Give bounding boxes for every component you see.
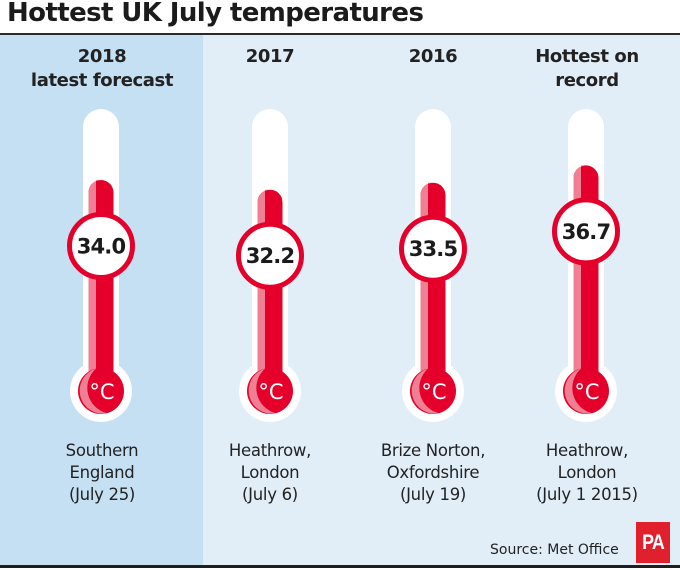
value-label: 34.0 — [77, 235, 126, 259]
heading-line: 2018 — [77, 46, 127, 67]
bulb-highlight — [248, 368, 276, 414]
location-line: Oxfordshire — [386, 463, 480, 482]
column-heading-2018: 2018 latest forecast — [17, 45, 187, 93]
location-2018: Southern England (July 25) — [17, 440, 187, 506]
location-line: England — [69, 463, 135, 482]
location-line: (July 25) — [68, 485, 136, 504]
value-badge — [399, 214, 467, 283]
value-label: 36.7 — [562, 220, 611, 244]
heading-line: Hottest on — [535, 46, 639, 67]
bottom-divider — [0, 565, 680, 568]
thermometer: °C 34.0 — [67, 109, 135, 422]
value-label: 32.2 — [246, 244, 295, 268]
bulb-highlight — [564, 368, 592, 414]
location-record: Heathrow, London (July 1 2015) — [502, 440, 672, 506]
unit-label: °C — [421, 380, 446, 404]
column-heading-2017: 2017 — [185, 45, 355, 69]
location-line: Heathrow, — [545, 441, 629, 460]
thermometer: °C 33.5 — [399, 109, 467, 422]
heading-line: 2016 — [408, 46, 458, 67]
unit-label: °C — [574, 380, 599, 404]
heading-line: 2017 — [245, 46, 295, 67]
location-line: Southern — [65, 441, 139, 460]
unit-label: °C — [258, 380, 283, 404]
heading-line: record — [555, 70, 619, 91]
value-badge — [67, 212, 135, 280]
value-badge — [236, 221, 304, 290]
value-label: 33.5 — [409, 237, 458, 261]
location-line: (July 1 2015) — [536, 485, 638, 504]
pa-logo: PA — [636, 522, 670, 563]
value-badge — [552, 197, 620, 266]
source-note: Source: Met Office — [490, 542, 619, 558]
location-line: (July 6) — [242, 485, 298, 504]
chart-title: Hottest UK July temperatures — [7, 0, 424, 28]
location-line: Brize Norton, — [380, 441, 486, 460]
thermometer: °C 36.7 — [552, 109, 620, 422]
location-2017: Heathrow, London (July 6) — [185, 440, 355, 506]
location-2016: Brize Norton, Oxfordshire (July 19) — [348, 440, 518, 506]
location-line: London — [557, 463, 617, 482]
bulb-highlight — [79, 368, 107, 414]
bulb-highlight — [411, 368, 439, 414]
location-line: London — [240, 463, 300, 482]
heading-line: latest forecast — [30, 70, 174, 91]
location-line: Heathrow, — [228, 441, 312, 460]
unit-label: °C — [89, 380, 114, 404]
location-line: (July 19) — [399, 485, 467, 504]
title-divider — [0, 33, 680, 35]
column-heading-2016: 2016 — [348, 45, 518, 69]
column-heading-record: Hottest on record — [502, 45, 672, 93]
thermometer: °C 32.2 — [236, 109, 304, 422]
